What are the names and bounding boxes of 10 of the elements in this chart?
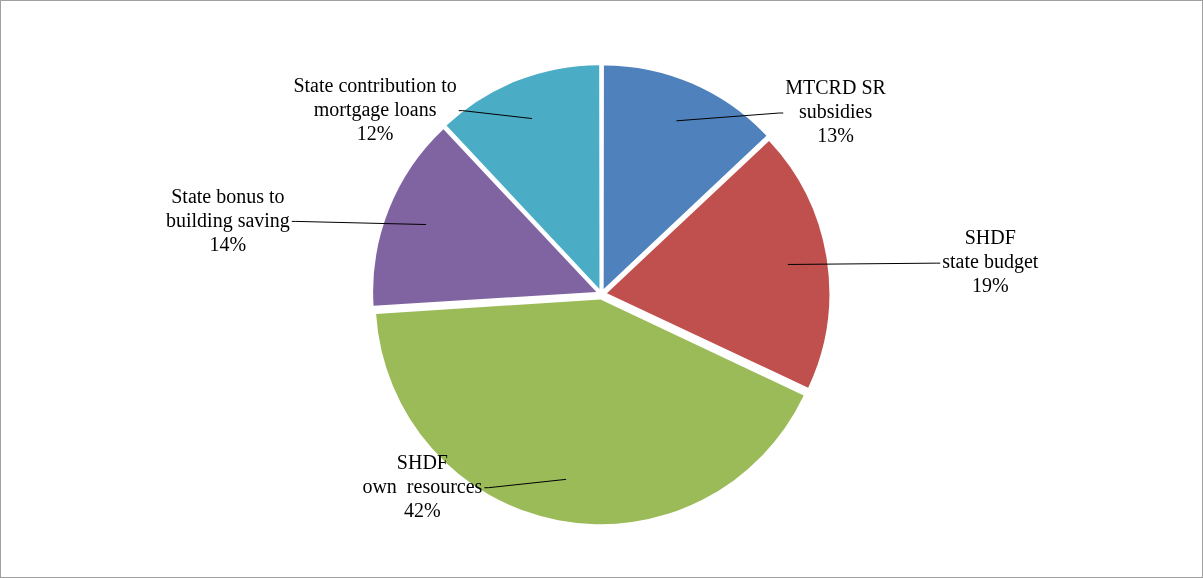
slice-label: SHDF state budget: [942, 226, 1039, 274]
data-label: 19%: [971, 274, 1009, 297]
slice-label: State contribution to mortgage loans: [293, 73, 457, 121]
slice-label: MTCRD SR subsidies: [785, 76, 887, 123]
data-label: 42%: [404, 498, 441, 521]
data-label: 12%: [356, 121, 394, 144]
data-label: 14%: [209, 232, 247, 255]
slice-label: SHDF own resources: [362, 450, 483, 497]
slice-label: State bonus to building saving: [165, 184, 290, 232]
data-label: 13%: [817, 124, 854, 147]
